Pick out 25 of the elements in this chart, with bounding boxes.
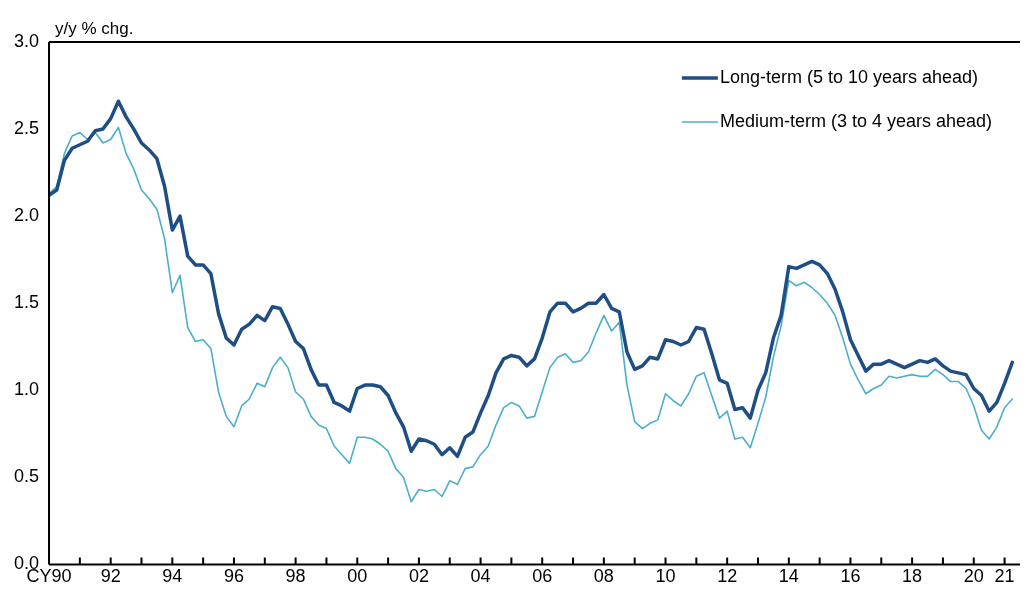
x-tick-label: 96 [223,566,244,587]
x-tick-label: 14 [778,566,799,587]
y-tick-label: 2.5 [13,118,40,139]
y-tick-label: 2.0 [13,205,40,226]
y-tick-label: 1.0 [13,379,40,400]
y-tick-label: 1.5 [13,292,40,313]
x-tick-label: 06 [532,566,553,587]
legend-label: Long-term (5 to 10 years ahead) [719,66,979,87]
y-tick-label: 0.5 [13,466,40,487]
x-tick-label: 04 [470,566,491,587]
x-tick-label: 16 [840,566,861,587]
x-tick-label: 98 [285,566,306,587]
x-tick-label: 20 [963,566,984,587]
y-axis-title: y/y % chg. [55,19,134,39]
x-tick-label: 94 [162,566,183,587]
x-tick-label: 18 [902,566,923,587]
x-tick-label: 00 [347,566,368,587]
x-tick-label: 02 [408,566,429,587]
x-tick-label: 21 [994,566,1015,587]
legend-label: Medium-term (3 to 4 years ahead) [719,110,992,131]
x-tick-label: 92 [100,566,121,587]
y-tick-label: 3.0 [13,30,40,51]
x-tick-label: 12 [717,566,738,587]
x-tick-label: 08 [593,566,614,587]
x-tick-label: 10 [655,566,676,587]
